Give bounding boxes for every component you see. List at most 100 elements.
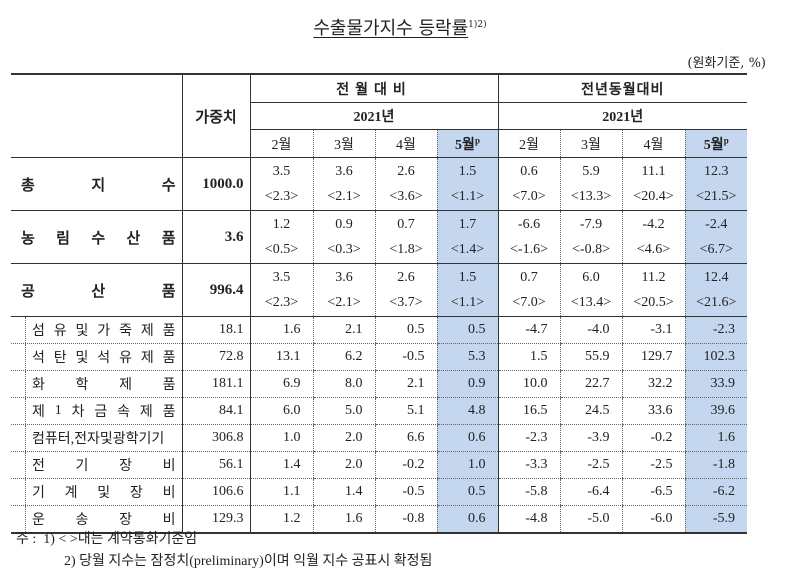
header-month-mom-3: 5월p: [436, 129, 498, 158]
header-month-yoy-2: 4월: [621, 129, 685, 158]
cell-mom-1: 5.0: [312, 397, 375, 425]
cell-mom-2: 5.1: [374, 397, 437, 425]
title-footnote: 1)2): [468, 20, 487, 30]
cell-yoy-2: 11.1 <20.4>: [621, 157, 685, 211]
header-month-yoy-3: 5월p: [684, 129, 747, 158]
cell-yoy-0: -6.6 <-1.6>: [497, 210, 560, 264]
cell-yoy-2: 11.2 <20.5>: [621, 263, 685, 317]
cell-mom-3: 0.6: [436, 505, 498, 534]
cell-yoy-3: 39.6: [684, 397, 747, 425]
cell-mom-0: 6.9: [249, 370, 313, 398]
cell-yoy-1: 5.9 <13.3>: [559, 157, 622, 211]
cell-mom-0: 6.0: [249, 397, 313, 425]
header-group-mom: 전월대비: [249, 73, 498, 103]
cell-yoy-2: -6.5: [621, 478, 685, 506]
row-weight: 1000.0: [181, 157, 250, 211]
cell-yoy-2: -6.0: [621, 505, 685, 534]
cell-yoy-3: -6.2: [684, 478, 747, 506]
cell-mom-3: 1.5 <1.1>: [436, 157, 498, 211]
cell-mom-3: 4.8: [436, 397, 498, 425]
row-weight: 84.1: [181, 397, 250, 425]
cell-yoy-2: -2.5: [621, 451, 685, 479]
cell-yoy-3: 102.3: [684, 343, 747, 371]
cell-mom-2: 2.6 <3.6>: [374, 157, 437, 211]
row-weight: 106.6: [181, 478, 250, 506]
cell-mom-2: -0.8: [374, 505, 437, 534]
cell-yoy-2: -4.2 <4.6>: [621, 210, 685, 264]
header-month-mom-2: 4월: [374, 129, 437, 158]
row-weight: 3.6: [181, 210, 250, 264]
cell-yoy-0: 1.5: [497, 343, 560, 371]
cell-yoy-1: -7.9 <-0.8>: [559, 210, 622, 264]
cell-yoy-0: -4.7: [497, 316, 560, 344]
cell-yoy-1: 22.7: [559, 370, 622, 398]
cell-mom-2: -0.2: [374, 451, 437, 479]
cell-yoy-1: -3.9: [559, 424, 622, 452]
cell-yoy-3: 12.3 <21.5>: [684, 157, 747, 211]
cell-mom-3: 0.9: [436, 370, 498, 398]
cell-mom-0: 13.1: [249, 343, 313, 371]
header-group-yoy: 전년동월대비: [497, 73, 747, 103]
row-weight: 18.1: [181, 316, 250, 344]
cell-yoy-1: -2.5: [559, 451, 622, 479]
cell-yoy-3: 1.6: [684, 424, 747, 452]
header-weight: 가중치: [181, 73, 250, 158]
header-year-yoy: 2021년: [497, 102, 747, 130]
cell-mom-3: 0.5: [436, 316, 498, 344]
table-row: 농 림 수 산 품 3.6 1.2 <0.5> 0.9 <0.3> 0.7 <1.8> 1.7 <1.4>…: [11, 210, 747, 264]
cell-yoy-1: 6.0 <13.4>: [559, 263, 622, 317]
cell-mom-2: -0.5: [374, 478, 437, 506]
table-row: 섬 유 및 가 죽 제 품 18.1 1.6 2.1 0.5 0.5 -4.7 -4.0 -3.1 -2.3: [11, 316, 747, 344]
table-row: 제 1 차 금 속 제 품 84.1 6.0 5.0 5.1 4.8 16.5 24.5 33.6 39.6: [11, 397, 747, 425]
cell-mom-1: 0.9 <0.3>: [312, 210, 375, 264]
row-weight: 996.4: [181, 263, 250, 317]
cell-mom-3: 1.5 <1.1>: [436, 263, 498, 317]
cell-yoy-1: -5.0: [559, 505, 622, 534]
footnote-2: 2) 당월 지수는 잠정치(preliminary)이며 익월 지수 공표시 확…: [64, 554, 433, 569]
cell-yoy-0: 0.7 <7.0>: [497, 263, 560, 317]
header-month-mom-1: 3월: [312, 129, 375, 158]
header-month-yoy-0: 2월: [497, 129, 560, 158]
cell-mom-1: 2.0: [312, 424, 375, 452]
export-price-index-table: 가중치 전월대비 전년동월대비 2021년 2021년 2월 3월 4월 5월p 2월 3…: [11, 73, 747, 534]
footnote-1: 주 : 1) < >내는 계약통화기준임: [16, 532, 198, 547]
cell-mom-3: 0.6: [436, 424, 498, 452]
cell-mom-3: 1.0: [436, 451, 498, 479]
unit-label: (원화기준, %): [687, 56, 766, 71]
header-year-mom: 2021년: [249, 102, 498, 130]
cell-mom-1: 8.0: [312, 370, 375, 398]
cell-yoy-2: 32.2: [621, 370, 685, 398]
cell-mom-1: 2.1: [312, 316, 375, 344]
cell-yoy-0: 16.5: [497, 397, 560, 425]
cell-yoy-0: 0.6 <7.0>: [497, 157, 560, 211]
cell-mom-1: 6.2: [312, 343, 375, 371]
row-weight: 72.8: [181, 343, 250, 371]
cell-yoy-0: 10.0: [497, 370, 560, 398]
table-title: 수출물가지수 등락률1)2): [0, 14, 800, 40]
cell-mom-0: 1.4: [249, 451, 313, 479]
cell-yoy-2: -0.2: [621, 424, 685, 452]
cell-yoy-3: -2.3: [684, 316, 747, 344]
cell-yoy-3: -5.9: [684, 505, 747, 534]
cell-mom-2: -0.5: [374, 343, 437, 371]
cell-yoy-2: 33.6: [621, 397, 685, 425]
cell-mom-2: 2.6 <3.7>: [374, 263, 437, 317]
cell-mom-0: 1.2: [249, 505, 313, 534]
cell-mom-0: 1.2 <0.5>: [249, 210, 313, 264]
table-row: 운 송 장 비 129.3 1.2 1.6 -0.8 0.6 -4.8 -5.0 -6.0 -5.9: [11, 505, 747, 534]
row-weight: 56.1: [181, 451, 250, 479]
cell-mom-0: 1.1: [249, 478, 313, 506]
cell-mom-0: 1.6: [249, 316, 313, 344]
table-row: 전 기 장 비 56.1 1.4 2.0 -0.2 1.0 -3.3 -2.5 -2.5 -1.8: [11, 451, 747, 479]
cell-yoy-1: -4.0: [559, 316, 622, 344]
header-month-yoy-1: 3월: [559, 129, 622, 158]
